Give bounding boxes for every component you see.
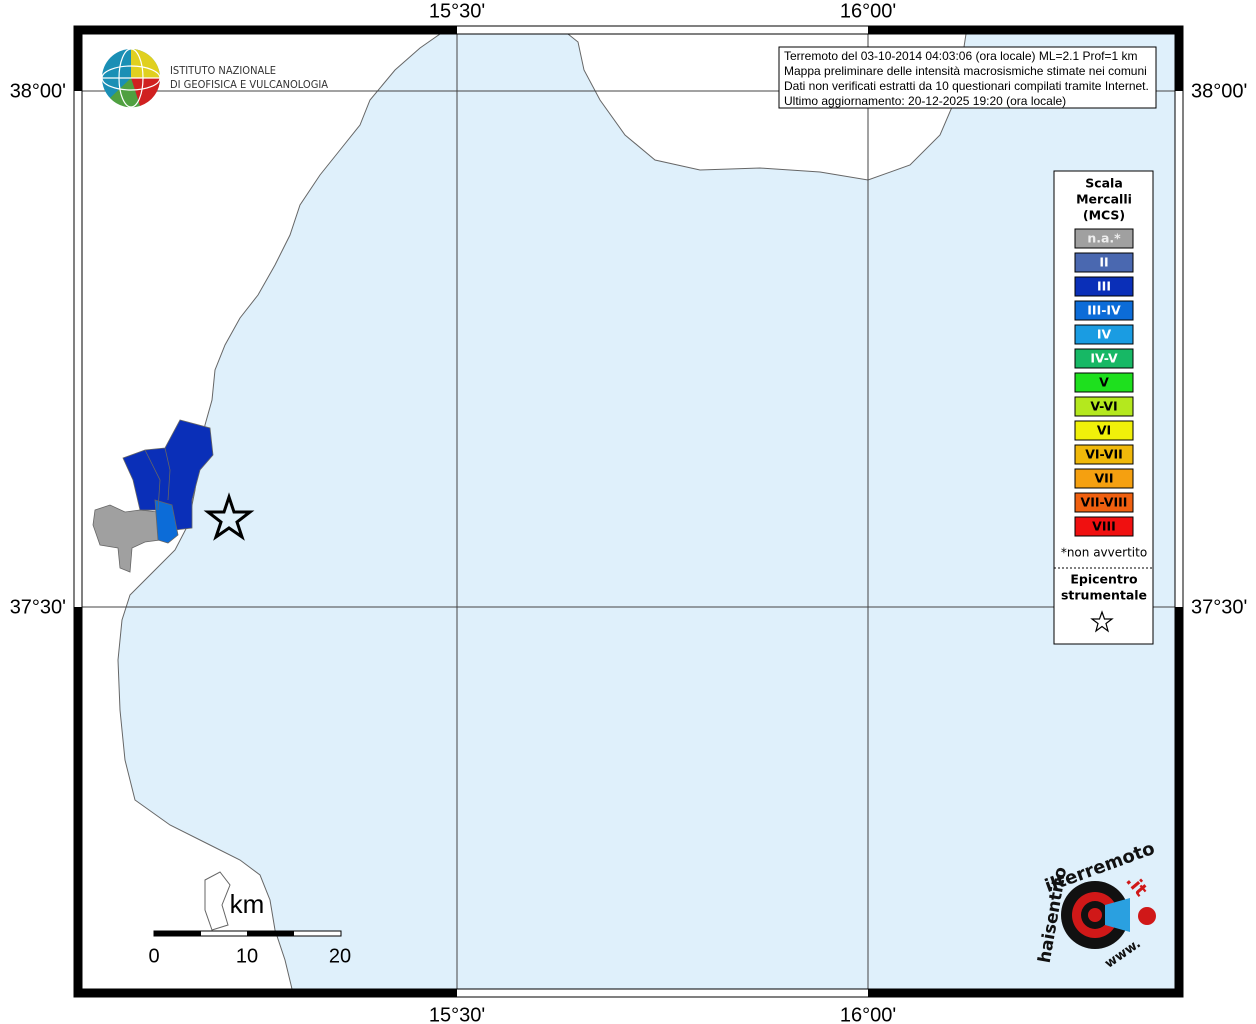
legend-title: (MCS) xyxy=(1083,208,1125,223)
info-box xyxy=(778,46,1157,109)
legend-label: III-IV xyxy=(1087,303,1121,318)
legend-swatch xyxy=(1074,468,1134,489)
legend-note: *non avvertito xyxy=(1061,546,1147,560)
info-line: Mappa preliminare delle intensità macros… xyxy=(784,64,1147,78)
legend-swatch xyxy=(1074,372,1134,393)
municipality xyxy=(92,504,161,573)
legend-epicenter: Epicentro xyxy=(1070,572,1138,587)
info-line: Dati non verificati estratti da 10 quest… xyxy=(784,79,1149,93)
institute-name: DI GEOFISICA E VULCANOLOGIA xyxy=(170,78,328,91)
institute-name: ISTITUTO NAZIONALE xyxy=(170,64,276,77)
lat-label: 38°00' xyxy=(1191,80,1247,102)
legend-swatch xyxy=(1074,492,1134,513)
legend-label: VII xyxy=(1095,471,1114,486)
scale-unit: km xyxy=(230,889,265,919)
legend-swatch xyxy=(1074,276,1134,297)
legend-swatch xyxy=(1074,324,1134,345)
legend-label: IV xyxy=(1097,327,1112,342)
legend-swatch xyxy=(1074,228,1134,249)
legend-swatch xyxy=(1074,516,1134,537)
legend-swatch xyxy=(1074,396,1134,417)
info-line: Ultimo aggiornamento: 20-12-2025 19:20 (… xyxy=(784,94,1066,108)
frame xyxy=(81,33,1176,990)
legend-label: VI-VII xyxy=(1085,447,1123,462)
legend-title: Mercalli xyxy=(1076,192,1132,207)
frame xyxy=(73,25,1184,998)
legend-label: V-VI xyxy=(1090,399,1117,414)
legend-title: Scala xyxy=(1085,176,1123,191)
scale-label: 0 xyxy=(148,945,159,967)
municipality xyxy=(122,419,214,531)
scale-bar: km 0 10 20 xyxy=(148,889,351,967)
legend-swatch xyxy=(1074,420,1134,441)
graticule xyxy=(82,34,1175,989)
lon-label: 15°30' xyxy=(429,0,485,22)
lat-label: 37°30' xyxy=(10,596,66,618)
info-line: Terremoto del 03-10-2014 04:03:06 (ora l… xyxy=(784,49,1138,63)
epicenter-star xyxy=(203,492,255,541)
legend-label: IV-V xyxy=(1090,351,1118,366)
legend-epicenter: strumentale xyxy=(1061,588,1147,603)
legend-swatch xyxy=(1074,300,1134,321)
legend-label: VII-VIII xyxy=(1081,495,1128,510)
scale-label: 20 xyxy=(329,945,351,967)
legend-label: n.a.* xyxy=(1087,231,1121,246)
legend-label: II xyxy=(1099,255,1108,270)
lat-label: 38°00' xyxy=(10,80,66,102)
lon-label: 15°30' xyxy=(429,1004,485,1024)
legend-swatch xyxy=(1074,348,1134,369)
legend-label: V xyxy=(1099,375,1109,390)
island xyxy=(204,871,231,931)
ingv-logo: ISTITUTO NAZIONALE DI GEOFISICA E VULCAN… xyxy=(101,48,328,108)
legend-swatch xyxy=(1074,252,1134,273)
hsit-logo: haisentito ilterremoto .it www. xyxy=(1035,838,1158,972)
frame-band xyxy=(74,26,1183,997)
legend: ScalaMercalli(MCS)n.a.*IIIIIIII-IVIVIV-V… xyxy=(1053,170,1154,645)
legend-label: VI xyxy=(1097,423,1111,438)
municipality-border xyxy=(144,447,171,511)
legend-swatch xyxy=(1074,444,1134,465)
legend-label: III xyxy=(1097,279,1111,294)
scale-label: 10 xyxy=(236,945,258,967)
lon-label: 16°00' xyxy=(840,0,896,22)
lat-label: 37°30' xyxy=(1191,596,1247,618)
legend-star xyxy=(1090,610,1114,633)
municipality xyxy=(154,499,179,544)
legend-label: VIII xyxy=(1092,519,1116,534)
lon-label: 16°00' xyxy=(840,1004,896,1024)
